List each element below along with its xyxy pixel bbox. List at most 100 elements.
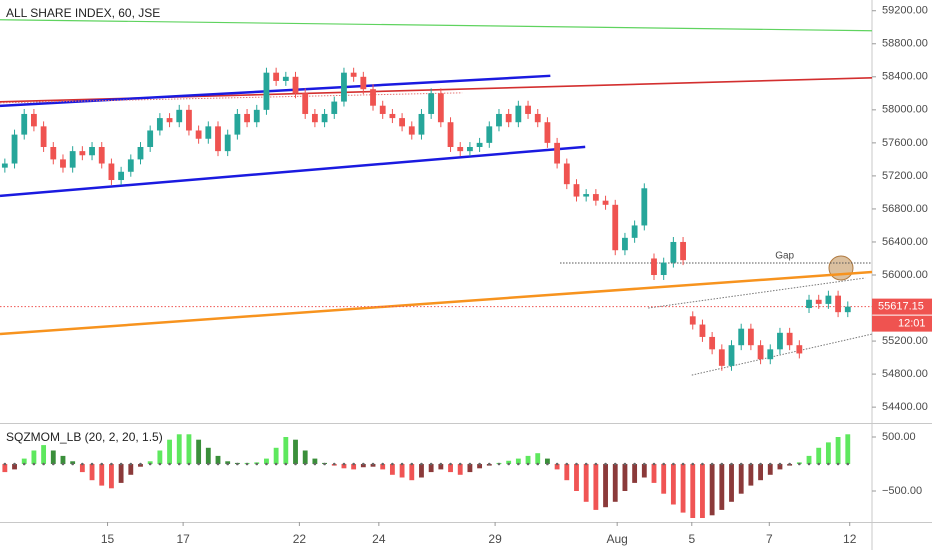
- candle-body: [263, 72, 270, 110]
- candle-body: [108, 163, 115, 181]
- candle-body: [583, 194, 590, 197]
- squeeze-dot: [458, 462, 462, 466]
- squeeze-dot: [478, 462, 481, 466]
- y-tick-label: 58400.00: [882, 71, 928, 83]
- squeeze-dot: [294, 462, 297, 466]
- squeeze-dot: [439, 462, 443, 466]
- momentum-bar: [661, 463, 667, 494]
- momentum-bar: [419, 463, 424, 478]
- squeeze-dot: [139, 462, 142, 466]
- squeeze-dot: [226, 462, 229, 466]
- candle-body: [205, 126, 212, 139]
- squeeze-dot: [236, 462, 239, 466]
- candle-body: [467, 146, 473, 152]
- squeeze-dot: [429, 462, 433, 466]
- trend-line: [648, 277, 866, 309]
- momentum-bar: [680, 463, 686, 513]
- candle-body: [457, 146, 464, 152]
- squeeze-dot: [691, 462, 695, 466]
- candle-body: [602, 200, 609, 205]
- y-tick-label: 54400.00: [882, 401, 928, 413]
- candle-body: [476, 142, 483, 147]
- squeeze-dot: [487, 462, 491, 466]
- x-tick-label: 17: [176, 532, 190, 546]
- squeeze-dot: [207, 462, 210, 466]
- momentum-bar: [690, 463, 696, 519]
- momentum-bar: [89, 463, 95, 481]
- line-label: Gap: [775, 251, 794, 262]
- candle-body: [747, 328, 754, 346]
- squeeze-dot: [710, 462, 714, 466]
- candle-body: [525, 105, 531, 114]
- momentum-bar: [700, 463, 705, 519]
- squeeze-dot: [284, 462, 288, 466]
- trend-line: [0, 145, 586, 198]
- momentum-bar: [380, 463, 386, 470]
- candle-body: [282, 76, 289, 81]
- candle-body: [786, 332, 793, 346]
- momentum-bar: [128, 463, 134, 475]
- candle-body: [437, 93, 444, 123]
- last-price-label: 55617.15: [878, 301, 924, 313]
- squeeze-dot: [332, 462, 336, 466]
- momentum-bar: [835, 436, 841, 464]
- candle-body: [622, 237, 628, 251]
- candle-body: [137, 146, 144, 160]
- candle-body: [796, 345, 803, 354]
- squeeze-dot: [604, 462, 607, 466]
- candle-body: [321, 113, 328, 123]
- squeeze-dot: [420, 462, 423, 466]
- candle-body: [573, 184, 580, 197]
- x-tick-label: 5: [688, 532, 695, 546]
- candle-body: [806, 299, 812, 309]
- squeeze-dot: [701, 462, 704, 466]
- candle-body: [718, 349, 725, 366]
- candle-body: [127, 159, 134, 172]
- y-tick-label: 55200.00: [882, 335, 928, 347]
- candle-body: [69, 151, 76, 168]
- y-tick-label: 58000.00: [882, 104, 928, 116]
- candle-body: [147, 130, 154, 147]
- candle-body: [815, 299, 822, 304]
- candle-body: [253, 109, 260, 123]
- momentum-bar: [632, 463, 638, 483]
- momentum-bar: [360, 463, 366, 468]
- momentum-bar: [12, 463, 17, 470]
- trend-line: [0, 270, 873, 336]
- candle-body: [757, 345, 764, 360]
- squeeze-dot: [177, 462, 181, 466]
- squeeze-dot: [846, 462, 850, 466]
- squeeze-dot: [681, 462, 685, 466]
- highlight-circle: [828, 255, 854, 281]
- momentum-bar: [670, 463, 676, 505]
- squeeze-dot: [42, 462, 45, 466]
- momentum-bar: [738, 463, 744, 494]
- candle-body: [11, 134, 18, 164]
- squeeze-dot: [536, 462, 540, 466]
- candle-body: [21, 113, 28, 135]
- squeeze-dot: [517, 462, 520, 466]
- momentum-bar: [99, 463, 105, 486]
- squeeze-dot: [739, 462, 743, 466]
- candle-body: [699, 324, 706, 337]
- squeeze-dot: [90, 462, 94, 466]
- candle-body: [331, 101, 338, 114]
- momentum-bar: [457, 463, 463, 475]
- candle-body: [292, 76, 299, 94]
- trend-line: [0, 74, 551, 108]
- candle-body: [224, 134, 231, 152]
- momentum-bar: [79, 463, 85, 473]
- squeeze-dot: [71, 462, 74, 466]
- momentum-bar: [41, 445, 47, 464]
- candle-body: [166, 118, 173, 123]
- momentum-bar: [264, 458, 269, 464]
- momentum-bar: [554, 463, 560, 470]
- squeeze-dot: [110, 462, 113, 466]
- squeeze-dot: [197, 462, 200, 466]
- momentum-bar: [31, 450, 37, 464]
- y-tick-label: 54800.00: [882, 368, 928, 380]
- x-tick-label: 22: [293, 532, 307, 546]
- y-tick-label: 56800.00: [882, 203, 928, 215]
- momentum-bar: [574, 463, 579, 491]
